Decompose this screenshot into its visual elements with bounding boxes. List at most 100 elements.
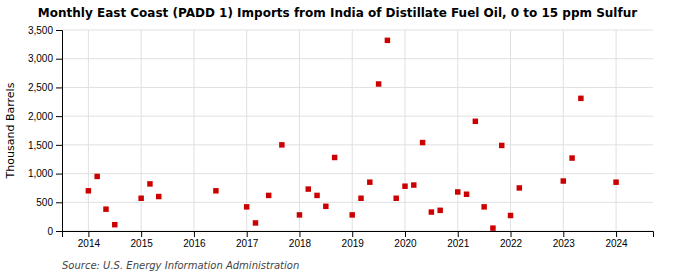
point	[156, 194, 161, 199]
tick-label: 1,500	[28, 140, 53, 151]
grid-line	[404, 30, 405, 231]
point	[213, 188, 218, 193]
grid-line	[62, 30, 653, 31]
grid	[62, 30, 653, 231]
axis-line	[56, 31, 63, 232]
grid-line	[457, 30, 458, 231]
point	[393, 196, 398, 201]
point	[420, 140, 425, 145]
grid-line	[299, 30, 300, 231]
grid-line	[352, 30, 353, 231]
tick: 2018	[289, 231, 312, 249]
grid-line	[193, 30, 194, 231]
point	[306, 186, 311, 191]
point	[517, 185, 522, 190]
point	[297, 212, 302, 217]
point	[411, 182, 416, 187]
grid-line	[246, 30, 247, 231]
tick-mark	[56, 59, 62, 60]
point	[94, 174, 99, 179]
tick: 3,000	[28, 53, 62, 64]
tick-mark	[56, 116, 62, 117]
tick-mark	[88, 231, 89, 237]
tick-label: 500	[36, 197, 53, 208]
point	[323, 204, 328, 209]
tick: 2014	[78, 231, 101, 249]
point	[349, 212, 354, 217]
tick-mark	[56, 202, 62, 203]
tick: 2015	[131, 231, 154, 249]
point	[279, 142, 284, 147]
point	[332, 155, 337, 160]
grid-line	[62, 87, 653, 88]
tick: 2019	[342, 231, 365, 249]
point	[429, 209, 434, 214]
point	[314, 193, 319, 198]
point	[437, 208, 442, 213]
tick-mark	[56, 231, 62, 232]
grid-line	[62, 58, 653, 59]
plot: 2014201520162017201820192020202120222023…	[28, 25, 654, 249]
point	[147, 181, 152, 186]
point	[253, 220, 258, 225]
grid-line	[62, 202, 653, 203]
point	[481, 204, 486, 209]
point	[266, 193, 271, 198]
grid-line	[62, 173, 653, 174]
point	[473, 119, 478, 124]
tick: 500	[36, 197, 62, 208]
grid-line	[62, 144, 653, 145]
title: Monthly East Coast (PADD 1) Imports from…	[38, 6, 637, 20]
tick-label: 2020	[394, 238, 417, 249]
point	[367, 179, 372, 184]
grid-line	[510, 30, 511, 231]
tick: 0	[47, 226, 62, 237]
tick-mark	[405, 231, 406, 237]
tick-mark	[56, 145, 62, 146]
point	[138, 196, 143, 201]
point	[508, 213, 513, 218]
tick-mark	[299, 231, 300, 237]
tick: 2024	[605, 231, 628, 249]
tick-label: 2018	[289, 238, 312, 249]
tick: 2016	[183, 231, 206, 249]
tick: 1,500	[28, 140, 62, 151]
tick-label: 0	[47, 226, 53, 237]
tick-mark	[616, 231, 617, 237]
point	[613, 179, 618, 184]
tick-label: 2,000	[28, 111, 53, 122]
tick: 2,000	[28, 111, 62, 122]
tick-mark	[511, 231, 512, 237]
tick: 2022	[500, 231, 523, 249]
tick: 2017	[236, 231, 259, 249]
grid-line	[563, 30, 564, 231]
tick: 1,000	[28, 168, 62, 179]
x-axis: 2014201520162017201820192020202120222023…	[63, 231, 654, 249]
tick-label: 3,000	[28, 53, 53, 64]
annotation: Source: U.S. Energy Information Administ…	[62, 260, 299, 271]
tick-mark	[563, 231, 564, 237]
point	[455, 189, 460, 194]
tick-label: 2015	[131, 238, 154, 249]
tick-mark	[352, 231, 353, 237]
point	[569, 155, 574, 160]
tick-mark	[56, 87, 62, 88]
point	[561, 178, 566, 183]
tick: 3,500	[28, 25, 62, 36]
tick-mark	[56, 174, 62, 175]
chart: 2014201520162017201820192020202120222023…	[0, 0, 675, 275]
point	[86, 188, 91, 193]
tick-mark	[247, 231, 248, 237]
grid-line	[62, 116, 653, 117]
point	[103, 206, 108, 211]
y-axis: 05001,0001,5002,0002,5003,0003,500	[28, 25, 63, 237]
tick-label: 2016	[183, 238, 206, 249]
tick-label: 2019	[342, 238, 365, 249]
tick-mark	[56, 30, 62, 31]
point	[376, 81, 381, 86]
tick-label: 1,000	[28, 168, 53, 179]
tick-mark	[458, 231, 459, 237]
tick: 2021	[447, 231, 470, 249]
point	[385, 38, 390, 43]
point	[464, 192, 469, 197]
